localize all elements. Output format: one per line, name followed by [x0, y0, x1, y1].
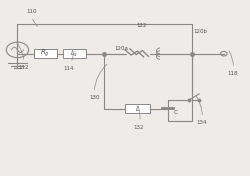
Text: 118: 118 — [228, 51, 238, 76]
Text: 110: 110 — [26, 9, 38, 26]
Text: $R_g$: $R_g$ — [40, 48, 50, 59]
Text: 130: 130 — [89, 64, 107, 100]
Text: C: C — [173, 111, 178, 115]
Text: 134: 134 — [196, 95, 207, 125]
Text: 122: 122 — [136, 23, 146, 27]
FancyBboxPatch shape — [34, 49, 57, 58]
Text: $L_s$: $L_s$ — [70, 49, 78, 59]
Text: 120b: 120b — [193, 29, 207, 34]
FancyBboxPatch shape — [63, 49, 86, 58]
FancyBboxPatch shape — [125, 104, 150, 113]
Text: 112: 112 — [17, 43, 29, 70]
Text: 114: 114 — [63, 51, 74, 71]
Text: 120a: 120a — [114, 46, 128, 51]
Text: $L$: $L$ — [134, 104, 140, 113]
Text: 132: 132 — [134, 106, 144, 130]
